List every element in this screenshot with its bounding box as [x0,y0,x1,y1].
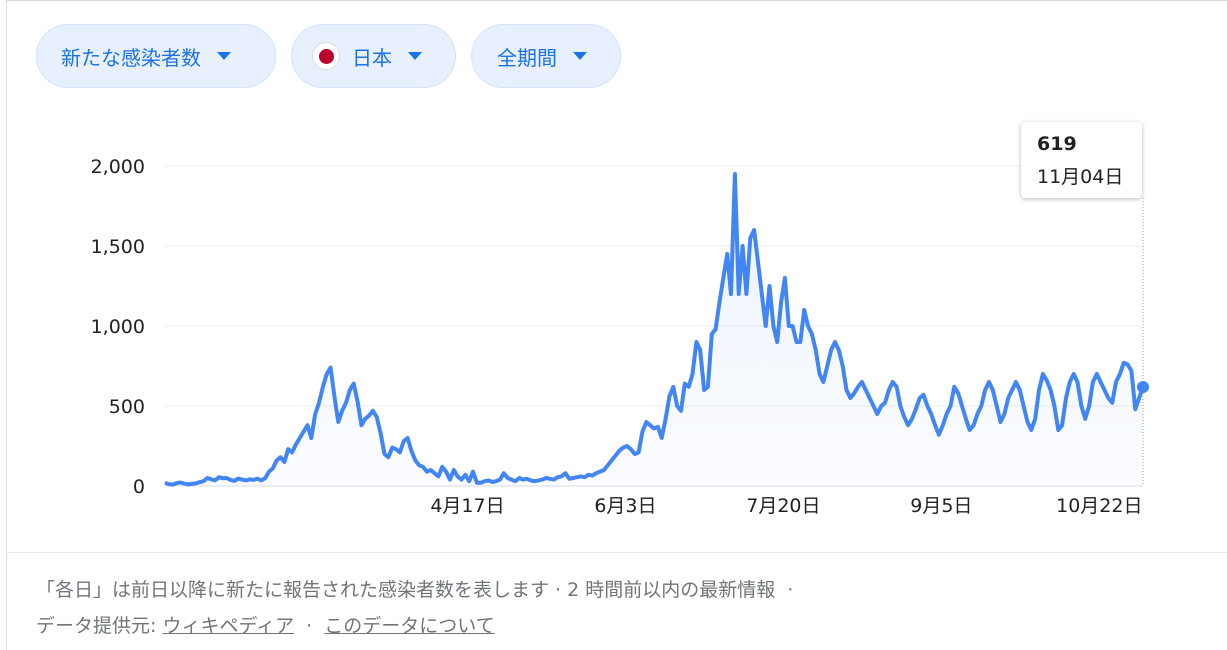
y-tick-label: 1,000 [91,316,145,338]
cases-area [165,174,1143,486]
metric-dropdown[interactable]: 新たな感染者数 [36,24,276,88]
x-tick-label: 6月3日 [594,495,656,517]
separator-dot: · [787,579,794,601]
period-label: 全期間 [497,45,557,70]
footer-note-line: 「各日」は前日以降に新たに報告された感染者数を表します · 2 時間前以内の最新… [36,572,799,608]
footer: 「各日」は前日以降に新たに報告された感染者数を表します · 2 時間前以内の最新… [36,572,799,644]
x-tick-label: 7月20日 [746,495,820,517]
cases-line [164,172,1145,487]
y-tick-label: 1,500 [91,236,145,258]
hover-point [1137,380,1149,393]
chevron-down-icon [573,52,587,60]
metric-label: 新たな感染者数 [61,45,201,70]
footer-source-line: データ提供元: ウィキペディア · このデータについて [36,608,799,644]
x-tick-label: 9月5日 [910,495,972,517]
cases-chart[interactable]: 0 500 1,000 1,500 2,000 4月17日 6月3日 7月20日 9月5日 10… [0,0,1227,550]
value-tooltip: 619 11月04日 [1021,122,1142,198]
x-tick-label: 4月17日 [430,495,504,517]
about-data-link[interactable]: このデータについて [324,615,495,637]
y-tick-label: 2,000 [91,156,145,178]
region-label: 日本 [352,45,392,70]
x-tick-label: 10月22日 [1056,495,1142,517]
separator-dot: · [306,615,313,637]
covid-card [6,0,1227,650]
y-tick-label: 500 [109,396,145,418]
wikipedia-link[interactable]: ウィキペディア [162,615,295,637]
region-dropdown[interactable]: 日本 [291,24,456,88]
japan-flag-icon [312,42,340,70]
source-label: データ提供元: [36,615,157,637]
tooltip-date: 11月04日 [1037,166,1124,188]
divider [6,552,1227,553]
chevron-down-icon [217,52,231,60]
footer-note: 「各日」は前日以降に新たに報告された感染者数を表します · 2 時間前以内の最新… [36,579,776,601]
chevron-down-icon [408,52,422,60]
period-dropdown[interactable]: 全期間 [471,24,621,88]
y-tick-label: 0 [133,476,145,498]
tooltip-value: 619 [1037,133,1077,155]
